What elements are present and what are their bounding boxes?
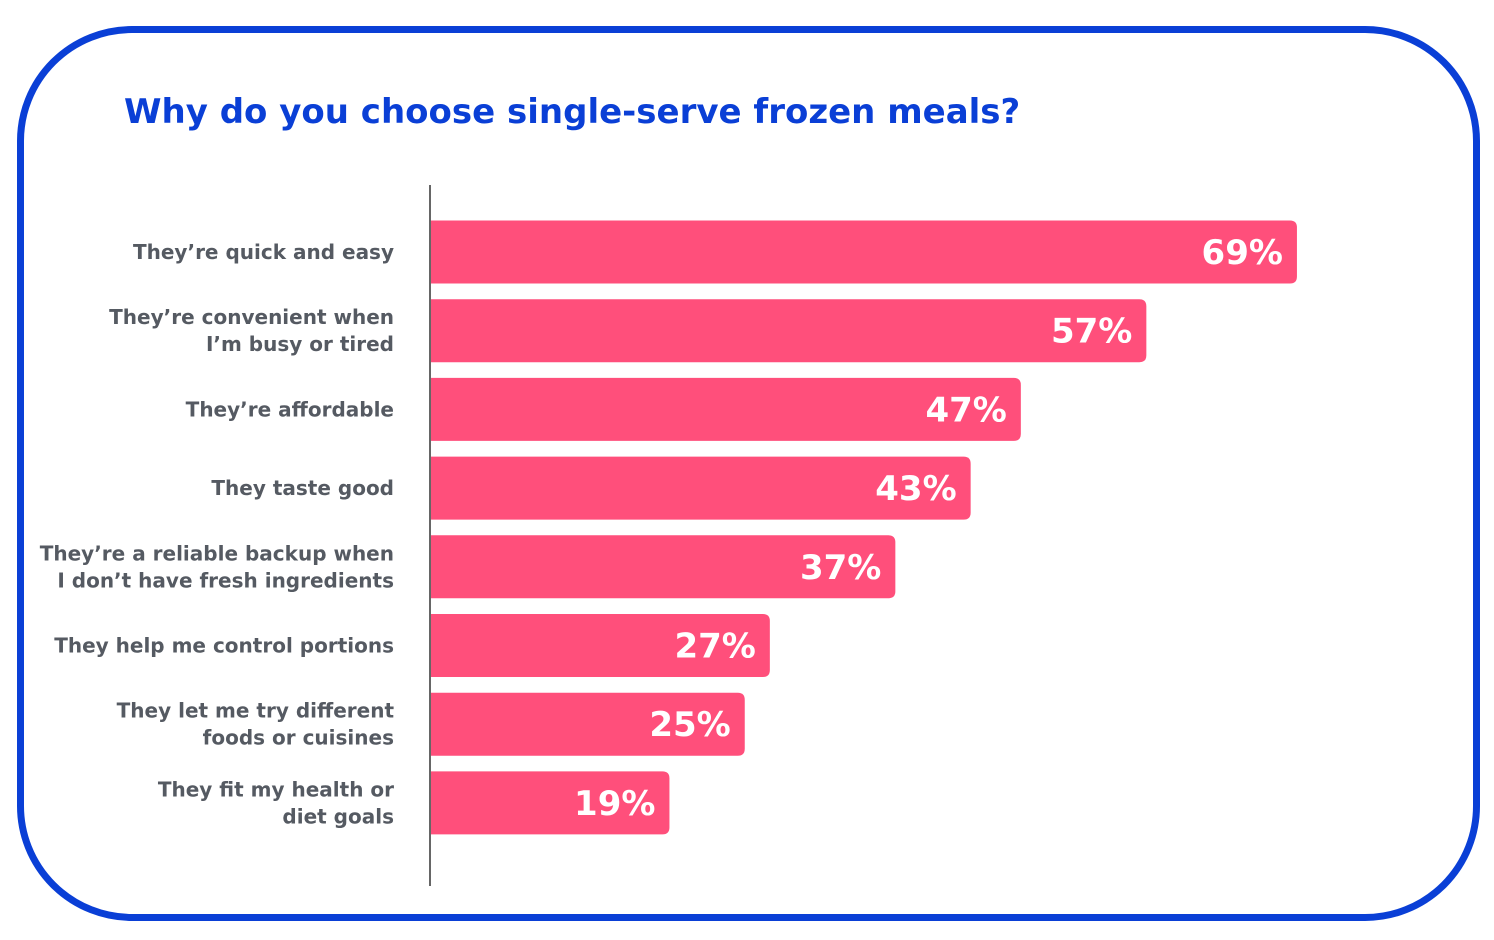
value-label-4: 43% [875, 469, 956, 509]
value-label-8: 19% [574, 784, 655, 824]
category-label-8: They fit my health or diet goals [158, 777, 394, 828]
category-label-7: They let me try different foods or cuisin… [117, 699, 395, 750]
category-label-2: They’re convenient when I’m busy or tired [109, 305, 394, 356]
category-label-1-line-1: They’re quick and easy [133, 240, 394, 264]
category-label-6-line-1: They help me control portions [54, 634, 394, 658]
bar-6 [431, 614, 770, 677]
bar-5 [431, 535, 896, 599]
chart-title: Why do you choose single-serve frozen me… [124, 92, 1021, 132]
category-label-4: They taste good [211, 476, 394, 500]
category-label-3-line-1: They’re affordable [186, 397, 394, 421]
category-label-7-line-2: foods or cuisines [203, 726, 394, 750]
category-label-8-line-1: They fit my health or [158, 777, 394, 801]
category-label-7-line-1: They let me try different [117, 699, 395, 723]
value-label-2: 57% [1051, 312, 1132, 352]
bar-8 [431, 771, 670, 835]
category-label-2-line-2: I’m busy or tired [206, 332, 394, 356]
category-label-5: They’re a reliable backup when I don’t ha… [40, 541, 394, 592]
category-label-4-line-1: They taste good [211, 476, 394, 500]
value-label-6: 27% [674, 627, 755, 667]
bar-1 [431, 220, 1297, 284]
category-label-1: They’re quick and easy [133, 240, 394, 264]
bar-2 [431, 299, 1147, 363]
category-label-5-line-2: I don’t have fresh ingredients [57, 568, 394, 592]
value-label-7: 25% [649, 705, 730, 745]
category-label-5-line-1: They’re a reliable backup when [40, 541, 394, 565]
value-label-3: 47% [925, 390, 1006, 430]
category-label-8-line-2: diet goals [282, 804, 394, 828]
bar-7 [431, 692, 745, 756]
bar-3 [431, 377, 1021, 441]
category-label-3: They’re affordable [186, 397, 394, 421]
category-label-2-line-1: They’re convenient when [109, 305, 394, 329]
value-label-5: 37% [800, 548, 881, 588]
bar-4 [431, 456, 971, 520]
category-labels-group: They’re quick and easy They’re convenient… [40, 240, 395, 828]
bars-group: 69% 57% 47% 43% 37% 27% 25% 19% [431, 220, 1297, 835]
category-label-6: They help me control portions [54, 634, 394, 658]
value-label-1: 69% [1202, 233, 1283, 273]
